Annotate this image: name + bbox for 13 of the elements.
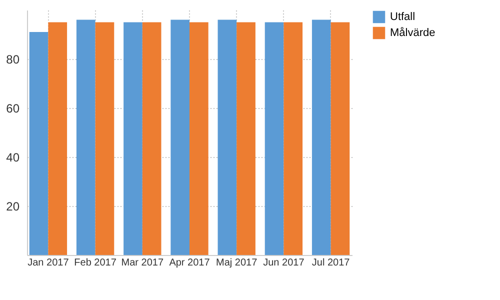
y-tick-label: 60: [6, 102, 20, 116]
x-tick-label: Mar 2017: [121, 258, 164, 268]
x-tick-label: Apr 2017: [169, 258, 210, 268]
x-tick-label: Jan 2017: [28, 258, 70, 268]
y-tick-label: 40: [6, 150, 20, 164]
y-tick-label: 20: [6, 200, 20, 214]
y-tick-label: 80: [6, 52, 20, 66]
x-tick-label: Jun 2017: [263, 258, 305, 268]
x-tick-label: Jul 2017: [312, 258, 350, 268]
legend-label: Utfall: [390, 11, 416, 23]
legend-label: Målvärde: [390, 27, 436, 39]
x-tick-label: Feb 2017: [74, 258, 117, 268]
x-tick-label: Maj 2017: [216, 258, 258, 268]
